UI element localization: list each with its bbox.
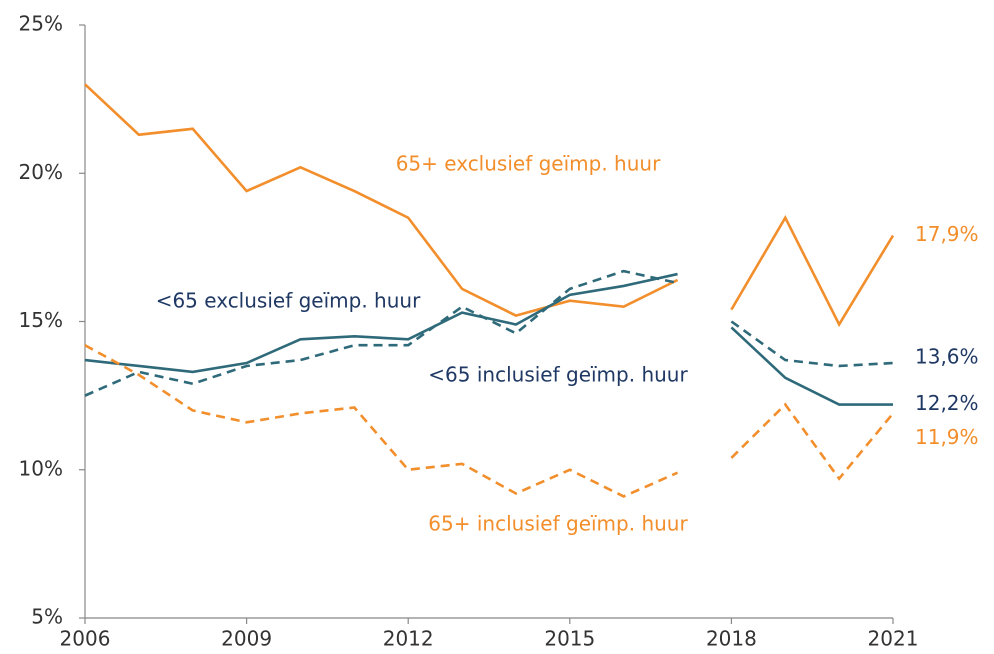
series-line bbox=[730, 320, 894, 368]
data-label: 11,9% bbox=[915, 425, 979, 449]
series-line bbox=[730, 215, 895, 328]
series-line bbox=[730, 326, 893, 406]
series-label: 65+ inclusief geïmp. huur bbox=[428, 512, 688, 536]
y-tick-label: 25% bbox=[19, 12, 63, 36]
data-label: 13,6% bbox=[915, 345, 979, 369]
series-line bbox=[730, 402, 895, 481]
series-label: 65+ exclusief geïmp. huur bbox=[396, 152, 661, 176]
series-line bbox=[84, 344, 679, 498]
x-tick-label: 2015 bbox=[544, 627, 595, 651]
series-label: <65 exclusief geïmp. huur bbox=[156, 289, 421, 313]
y-tick-label: 15% bbox=[19, 308, 63, 332]
data-label: 12,2% bbox=[915, 391, 979, 415]
y-tick-label: 10% bbox=[19, 456, 63, 480]
y-tick-label: 20% bbox=[19, 160, 63, 184]
x-tick-label: 2006 bbox=[60, 627, 111, 651]
y-tick-label: 5% bbox=[31, 605, 63, 629]
x-tick-label: 2018 bbox=[706, 627, 757, 651]
series-line bbox=[84, 272, 678, 374]
x-tick-label: 2021 bbox=[868, 627, 919, 651]
x-tick-label: 2012 bbox=[383, 627, 434, 651]
series-label: <65 inclusief geïmp. huur bbox=[428, 363, 688, 387]
series-line bbox=[84, 83, 679, 317]
series-line bbox=[84, 269, 678, 397]
x-tick-label: 2009 bbox=[221, 627, 272, 651]
data-label: 17,9% bbox=[915, 222, 979, 246]
